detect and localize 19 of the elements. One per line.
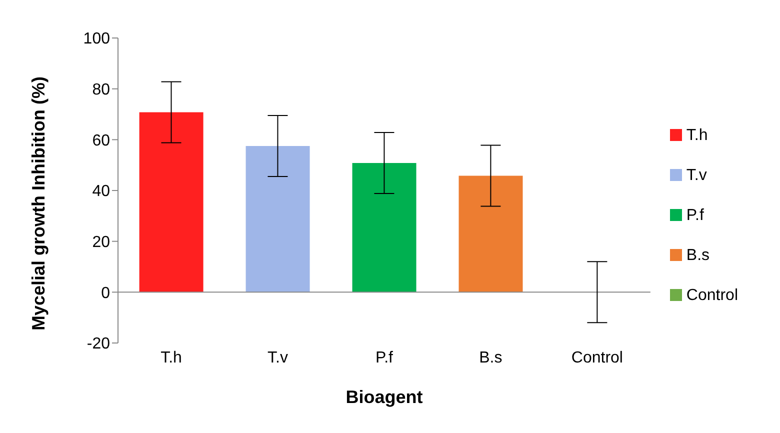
- x-axis-title: Bioagent: [346, 387, 423, 407]
- legend-label: P.f: [686, 206, 704, 224]
- y-axis-title: Mycelial growth Inhibition (%): [28, 76, 48, 330]
- legend-label: B.s: [686, 246, 710, 264]
- y-tick-label: 20: [92, 234, 110, 252]
- legend-label: Control: [686, 286, 738, 304]
- y-tick-label: -20: [86, 336, 110, 353]
- y-tick-label: 80: [92, 82, 110, 99]
- y-tick-label: 100: [83, 30, 110, 48]
- y-tick-label: 40: [92, 183, 110, 200]
- x-tick-label: B.s: [479, 349, 502, 366]
- legend-label: T.v: [686, 166, 707, 184]
- y-tick-label: 60: [92, 132, 110, 150]
- y-tick-label: 0: [101, 284, 110, 302]
- x-tick-label: P.f: [375, 349, 394, 366]
- x-tick-label: Control: [571, 349, 623, 366]
- x-tick-label: T.h: [160, 349, 182, 366]
- legend-label: T.h: [686, 126, 708, 144]
- x-tick-label: T.v: [268, 349, 288, 366]
